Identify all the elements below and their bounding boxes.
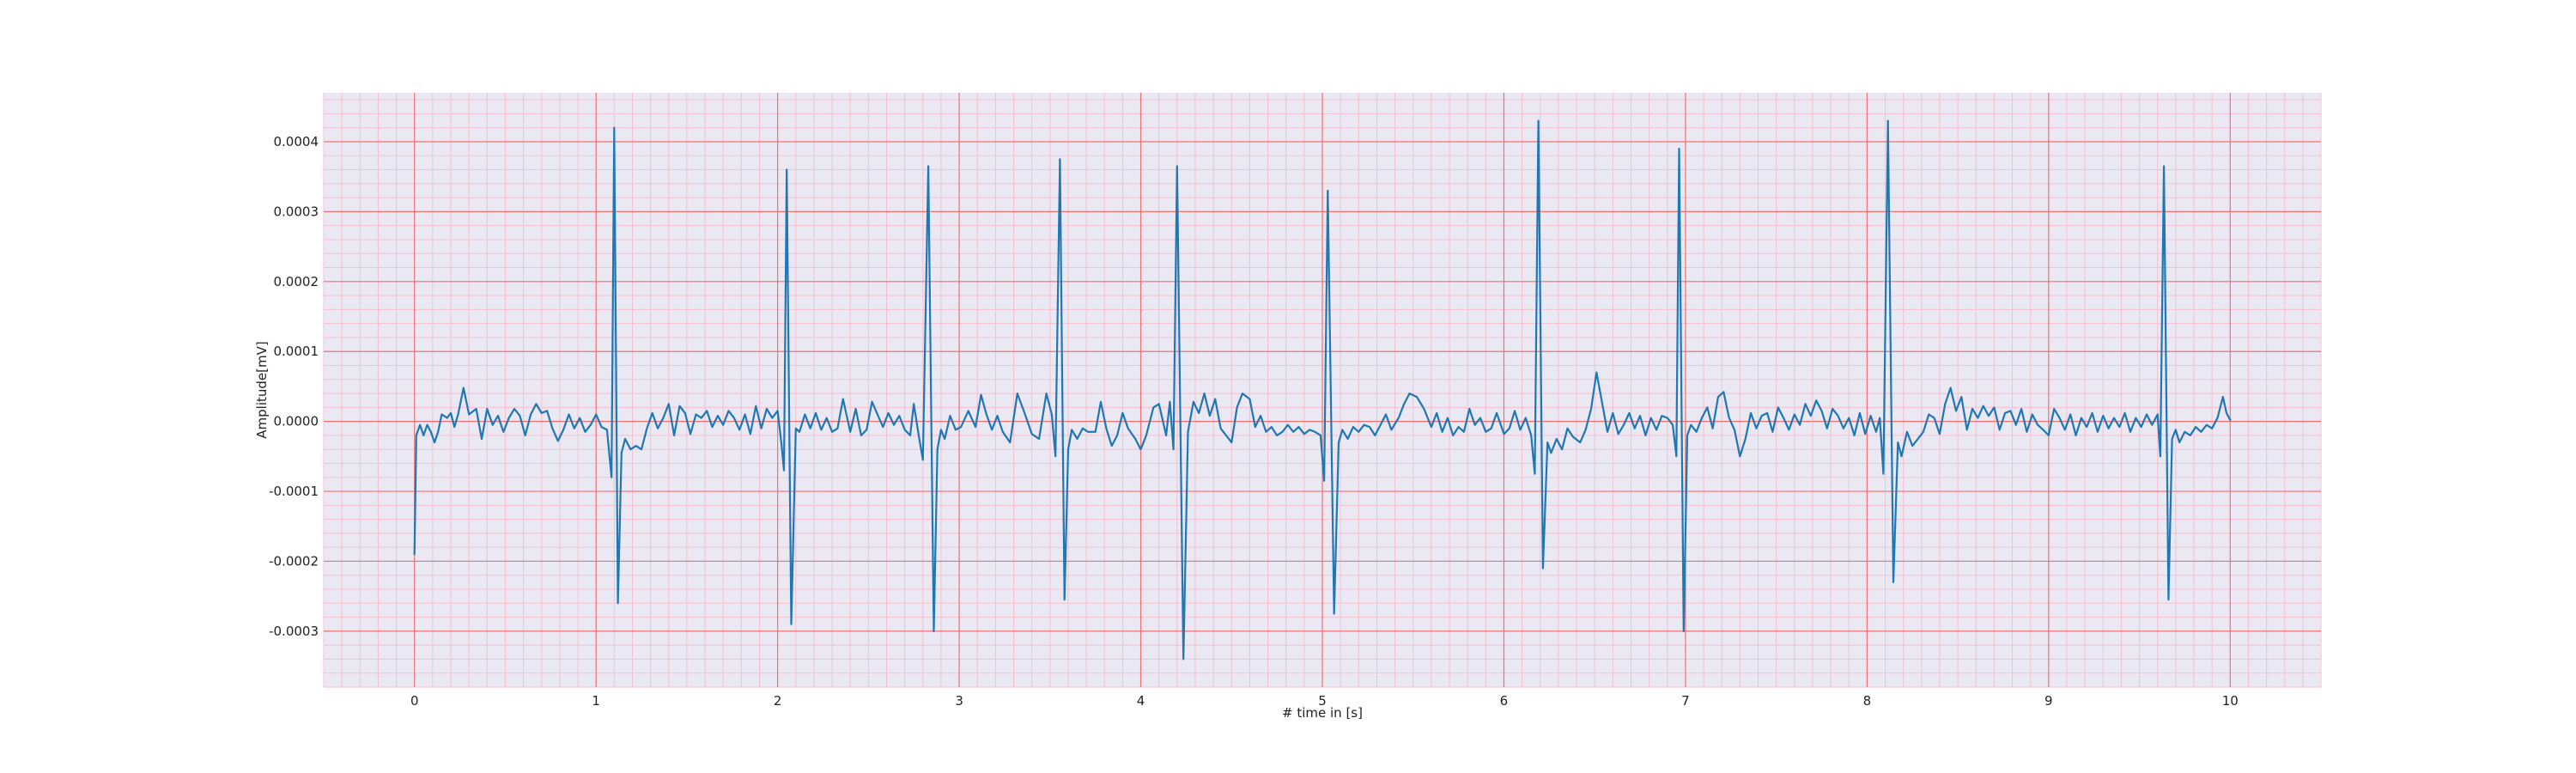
y-tick-label: 0.0003 <box>274 204 319 219</box>
series-layer <box>413 119 2232 660</box>
x-tick-label: 4 <box>1137 693 1145 709</box>
y-tick-label: 0.0004 <box>274 134 319 149</box>
x-tick-label: 3 <box>955 693 963 709</box>
x-axis-label: # time in [s] <box>1282 705 1363 721</box>
x-tick-label: 8 <box>1863 693 1872 709</box>
x-axis-ticks: 0 1 2 3 4 5 6 7 8 9 10 <box>410 693 2239 709</box>
y-axis-label: Amplitude[mV] <box>254 341 270 438</box>
y-tick-label: -0.0003 <box>269 624 319 639</box>
x-tick-label: 6 <box>1500 693 1509 709</box>
x-tick-label: 1 <box>592 693 600 709</box>
y-axis-ticks: 0.0004 0.0003 0.0002 0.0001 0.0000 -0.0001 -0.… <box>269 134 319 639</box>
major-grid <box>324 93 2321 687</box>
x-tick-label: 5 <box>1318 693 1327 709</box>
y-tick-label: 0.0001 <box>274 344 319 359</box>
x-tick-label: 0 <box>410 693 419 709</box>
y-tick-label: 0.0000 <box>274 414 319 429</box>
x-tick-label: 9 <box>2044 693 2053 709</box>
y-tick-label: -0.0002 <box>269 553 319 569</box>
x-tick-label: 2 <box>774 693 782 709</box>
ecg-series-line <box>413 119 2232 660</box>
x-tick-label: 7 <box>1681 693 1690 709</box>
y-tick-label: 0.0002 <box>274 274 319 289</box>
y-tick-label: -0.0001 <box>269 484 319 499</box>
x-tick-label: 10 <box>2222 693 2239 709</box>
